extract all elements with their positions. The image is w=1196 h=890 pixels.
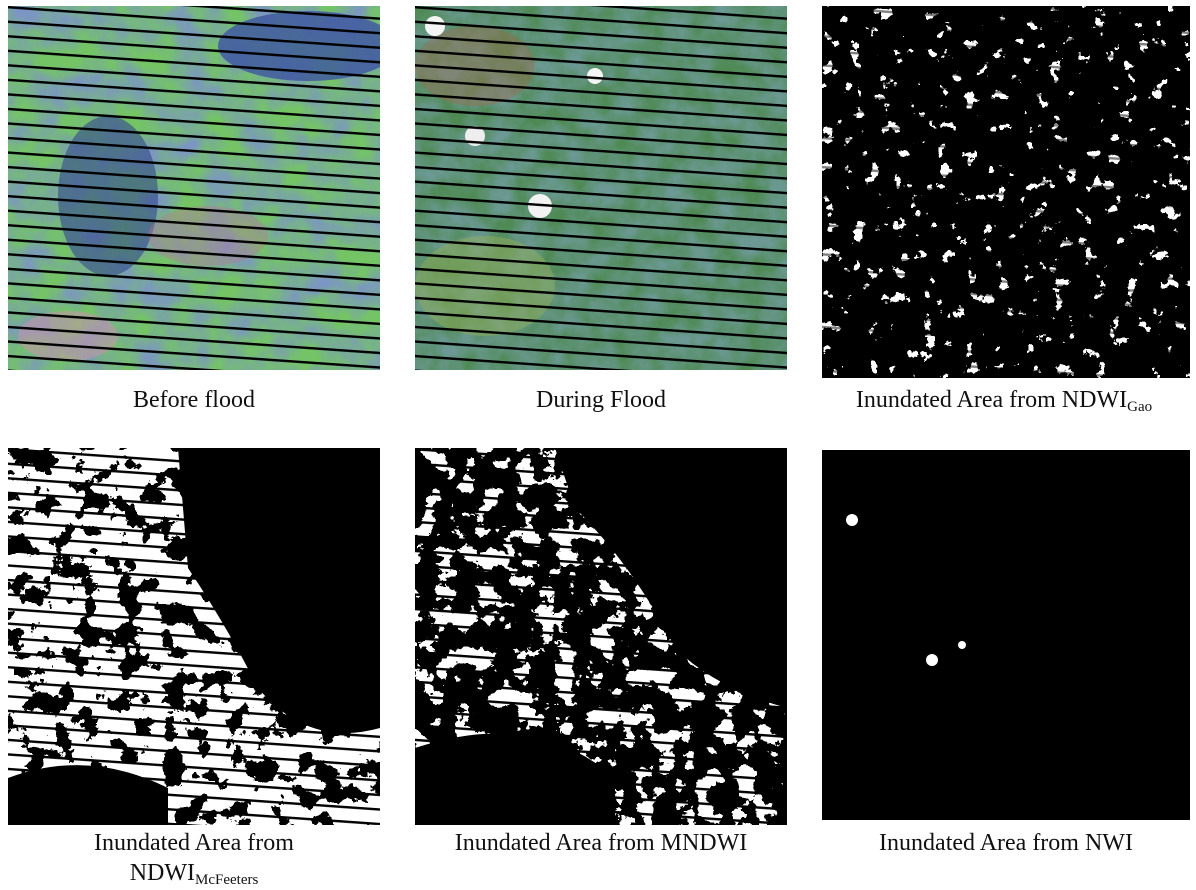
during-flood-image xyxy=(415,6,787,370)
caption-text: Inundated Area from xyxy=(94,830,294,856)
before-flood-image xyxy=(8,6,380,370)
caption: Before flood xyxy=(8,385,380,415)
caption: Inundated Area from NDWIMcFeeters xyxy=(8,828,380,890)
nwi-image xyxy=(822,450,1190,820)
ndwi-mcfeeters-image xyxy=(8,448,380,825)
caption-subscript: Gao xyxy=(1127,399,1153,415)
ndwi-gao-image xyxy=(822,6,1190,378)
caption-text: Before flood xyxy=(133,387,255,413)
caption: During Flood xyxy=(415,385,787,415)
caption-text: Inundated Area from MNDWI xyxy=(454,830,748,856)
caption-text: Inundated Area from NWI xyxy=(879,830,1133,856)
caption-text: NDWI xyxy=(129,860,195,886)
caption-text: During Flood xyxy=(535,387,666,413)
mndwi-image xyxy=(415,448,787,825)
caption: Inundated Area from NDWIGao xyxy=(812,385,1196,422)
caption: Inundated Area from NWI xyxy=(822,828,1190,858)
caption: Inundated Area from MNDWI xyxy=(405,828,797,858)
caption-subscript: McFeeters xyxy=(195,872,259,888)
caption-text: Inundated Area from NDWI xyxy=(855,387,1128,413)
